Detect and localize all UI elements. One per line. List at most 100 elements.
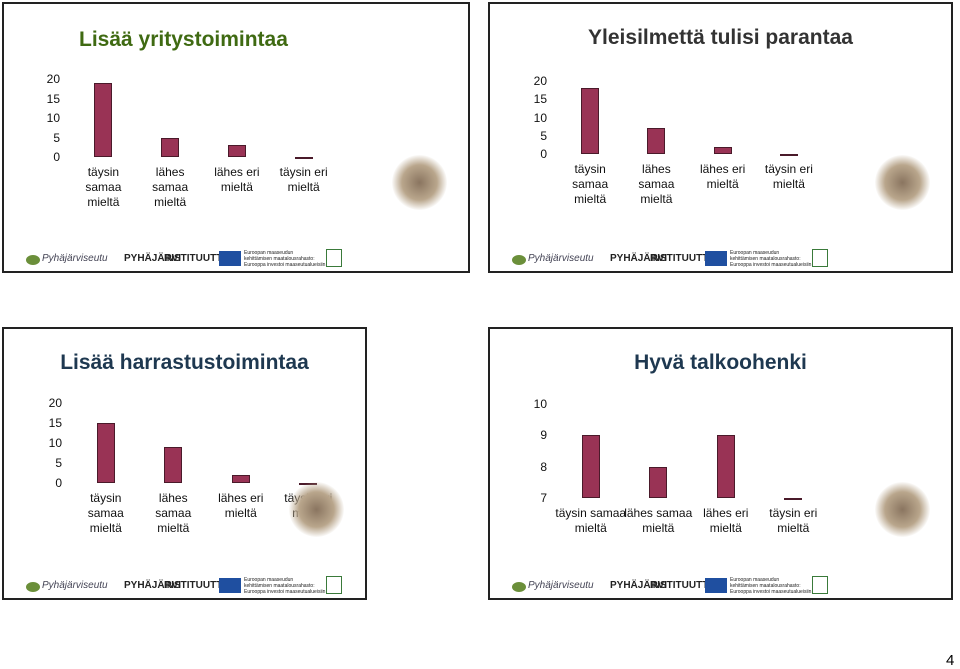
eu-text-line: kehittämisen maatalousrahasto: [244,256,315,262]
x-tick-label: lähes samaa mieltä [638,162,675,206]
eu-text-line: Euroopan maaseudun [730,577,780,583]
x-tick-label: täysin eri mieltä [764,162,813,191]
y-tick-label: 20 [46,72,60,86]
bar [581,88,600,154]
x-tick-label: lähes eri mieltä [214,165,260,194]
slide-title: Lisää harrastustoimintaa [60,351,309,374]
y-tick-label: 15 [48,416,62,430]
slide: Yleisilmettä tulisi parantaa 0 5 10 15 20 täys… [488,2,953,273]
slide-title: Yleisilmettä tulisi parantaa [588,26,853,49]
y-tick-label: 10 [46,111,60,125]
logo-icon [26,255,40,265]
bar [716,435,735,498]
bar [294,157,313,159]
slide-title: Hyvä talkoohenki [634,351,807,374]
bar [96,423,115,483]
x-tick-label: lähes samaa mieltä [152,165,189,209]
leader-logo [812,576,828,594]
x-tick-label: täysin samaa mieltä [85,165,122,209]
bar [784,498,803,500]
eu-text-line: Euroopan maaseudun [244,250,294,256]
x-tick-label: täysin eri mieltä [279,165,328,194]
slide: Lisää harrastustoimintaa 0 5 10 15 20 täysin s… [2,327,367,600]
x-tick-label: täysin samaa mieltä [555,506,627,535]
y-tick-label: 5 [55,456,62,470]
page-number: 4 [946,652,955,669]
eu-flag [219,578,241,593]
y-tick-label: 10 [533,110,547,125]
eu-text-line: Eurooppa investoi maaseutualueisiin [730,262,812,268]
logo-text: PYHÄJÄRVI [610,580,668,591]
leader-logo [326,576,342,594]
eu-text-line: Euroopan maaseudun [244,577,294,583]
decoration [289,482,344,537]
bar [713,146,732,154]
bar [231,475,250,483]
y-tick-label: 20 [48,396,62,410]
bar [649,466,668,498]
logo-text: PYHÄJÄRVI [124,580,182,591]
logo-icon [512,255,526,265]
x-tick-label: lähes samaa mieltä [155,491,192,535]
x-tick-label: täysin eri mieltä [769,506,818,535]
logo-icon [512,582,526,592]
logo-text: INSTITUUTTI [650,580,712,591]
x-tick-label: täysin samaa mieltä [572,162,609,206]
leader-logo [326,249,342,267]
y-tick-label: 9 [540,428,547,443]
y-tick-label: 15 [533,92,547,107]
y-tick-label: 15 [46,91,60,106]
logo-text: PYHÄJÄRVI [124,253,182,264]
logo-text: INSTITUUTTI [650,253,712,264]
bar [581,435,600,498]
logo-text: PYHÄJÄRVI [610,253,668,264]
slide-title: Lisää yritystoimintaa [79,28,288,51]
decoration [875,155,930,210]
eu-text-line: Eurooppa investoi maaseutualueisiin [244,589,326,595]
bar [647,128,666,154]
logo-text: Pyhäjärviseutu [528,253,594,264]
bar [227,145,246,157]
logo-text: Pyhäjärviseutu [528,580,594,591]
y-tick-label: 5 [540,128,547,143]
logo-icon [26,582,40,592]
y-tick-label: 8 [540,459,547,474]
logo-text: Pyhäjärviseutu [42,580,108,591]
eu-flag [219,251,241,266]
slide: Hyvä talkoohenki 7 8 9 10 täysin samaa mieltä… [488,327,953,600]
y-tick-label: 10 [533,397,547,411]
bar [161,137,180,157]
eu-flag [705,251,727,266]
eu-text-line: kehittämisen maatalousrahasto: [244,583,315,589]
leader-logo [812,249,828,267]
x-tick-label: lähes eri mieltä [699,162,746,191]
decoration [392,155,447,210]
x-tick-label: täysin samaa mieltä [87,491,124,535]
y-tick-label: 20 [533,74,547,88]
eu-text: Euroopan maaseudun kehittämisen maatalous… [730,250,811,268]
eu-text-line: Eurooppa investoi maaseutualueisiin [244,262,326,268]
x-tick-label: lähes eri mieltä [703,506,749,535]
x-tick-label: lähes samaa mieltä [624,506,693,535]
bar [779,154,798,156]
x-tick-label: lähes eri mieltä [218,491,264,520]
eu-text-line: kehittämisen maatalousrahasto: [730,583,801,589]
eu-text-line: Eurooppa investoi maaseutualueisiin [730,589,812,595]
eu-flag [705,578,727,593]
slide: Lisää yritystoimintaa 0 5 10 15 20 täysin sama… [2,2,470,273]
eu-text: Euroopan maaseudun kehittämisen maatalous… [244,250,325,268]
y-tick-label: 0 [540,147,547,161]
bar [94,82,113,157]
bar [164,447,183,483]
decoration [875,482,930,537]
y-tick-label: 10 [48,436,62,450]
eu-text: Euroopan maaseudun kehittämisen maatalous… [730,577,811,595]
y-tick-label: 0 [55,476,62,490]
y-tick-label: 0 [53,150,60,164]
eu-text-line: kehittämisen maatalousrahasto: [730,256,801,262]
logo-text: Pyhäjärviseutu [42,253,108,264]
y-tick-label: 5 [53,130,60,145]
eu-text-line: Euroopan maaseudun [730,250,780,256]
eu-text: Euroopan maaseudun kehittämisen maatalous… [244,577,325,595]
